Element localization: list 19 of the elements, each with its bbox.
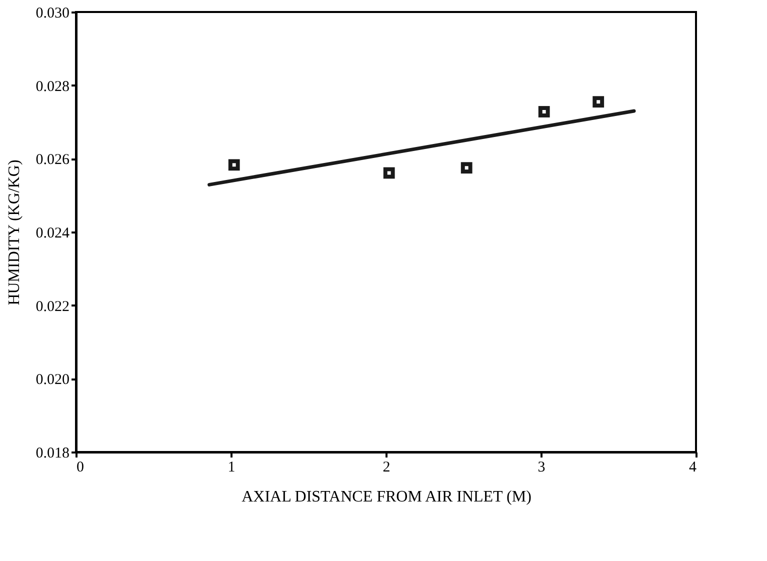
y-tick-label: 0.030 xyxy=(36,6,70,22)
x-tick-label: 0 xyxy=(76,460,84,476)
point xyxy=(228,159,240,171)
y-axis-title: HUMIDITY (KG/KG) xyxy=(6,160,23,306)
y-tick-label: 0.024 xyxy=(36,226,70,242)
y-tick-label: 0.018 xyxy=(36,446,70,462)
y-tick-label: 0.022 xyxy=(36,298,70,315)
y-tick-label: 0.020 xyxy=(36,372,70,388)
point xyxy=(383,167,395,179)
x-tick-label: 2 xyxy=(382,460,390,476)
x-tick-label: 3 xyxy=(538,460,546,476)
point xyxy=(592,96,604,108)
point xyxy=(460,162,472,174)
y-tick-label: 0.026 xyxy=(36,152,70,168)
point xyxy=(538,106,550,118)
y-tick-label: 0.028 xyxy=(36,78,70,95)
x-tick-label: 1 xyxy=(228,460,236,476)
x-axis-title: AXIAL DISTANCE FROM AIR INLET (M) xyxy=(242,488,532,506)
x-tick-label: 4 xyxy=(689,460,697,476)
